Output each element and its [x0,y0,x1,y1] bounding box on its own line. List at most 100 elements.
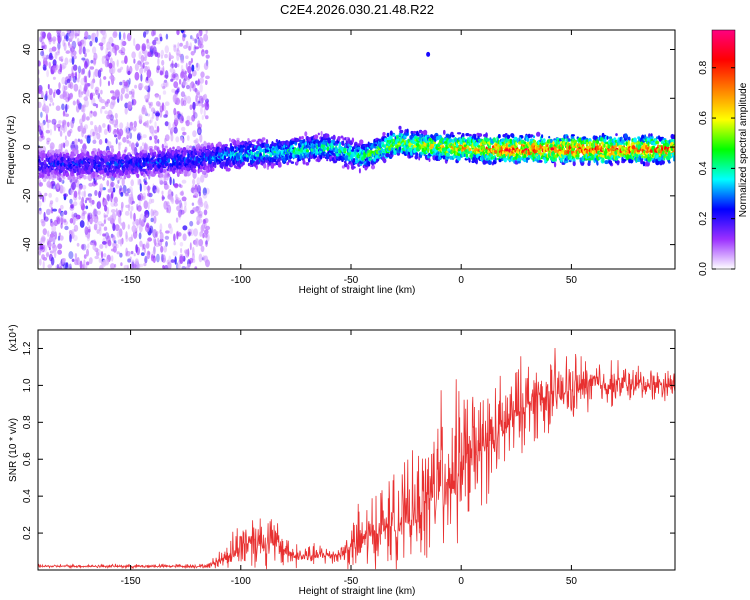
spectrogram-cell [506,134,511,139]
spectrogram-cell [216,161,220,165]
spectrogram-cell [202,219,206,224]
spectrogram-cell [180,30,185,34]
spectrogram-cell [185,55,189,59]
spectrogram-cell [89,214,95,220]
spectrogram-cell [42,261,45,269]
spectrogram-cell [64,262,69,269]
spectrogram-cell [147,152,150,158]
spectrogram-cell [160,245,164,253]
spectrogram-cell [53,219,59,227]
spectrogram-cell [103,128,108,135]
spectrogram-cell [176,52,180,61]
spectrogram-cell [96,229,100,234]
spectrogram-cell [143,262,147,267]
spectrogram-cell [182,34,187,38]
spectrogram-cell [290,161,295,164]
spectrogram-cell [58,120,62,124]
spectrogram-cell [195,90,201,96]
spectrogram-cell [98,42,104,47]
spectrogram-cell [114,112,118,119]
spectrogram-cell [167,172,170,176]
spectrogram-cell [146,186,151,191]
spectrogram-cell [60,186,66,194]
spectrogram-cell [110,152,113,156]
spectrogram-cell [60,222,63,229]
spectrogram-cell [48,37,53,42]
spectrogram-cell [192,101,196,110]
spectrogram-cell [182,131,187,136]
spectrogram-cell [153,135,158,140]
spectrogram-cell [330,151,334,155]
spectrogram-cell [123,264,129,269]
spectrogram-cell [61,62,67,69]
spectrogram-cell [46,140,50,145]
spectrogram-cell [261,137,266,141]
spectrogram-cell [99,264,104,269]
spectrogram-cell [98,223,102,232]
spectrogram-cell [83,148,86,154]
spectrogram-cell [95,103,99,109]
spectrogram-cell [119,175,123,180]
spectrogram-cell [57,243,63,250]
spectrogram-cell [174,62,178,69]
spectrogram-cell [124,210,130,216]
spectrogram-cell [87,228,91,233]
spectrogram-cell [86,248,89,257]
spectrogram-cell [133,253,136,257]
spectrogram-cell [45,113,49,123]
spectrogram-cell [115,184,119,189]
spectrogram-cell [105,54,110,61]
spectrogram-cell [164,45,169,54]
spectrogram-cell [154,37,159,42]
spectrogram-cell [120,201,124,209]
spectrogram-cell [82,38,87,48]
spectrogram-cell [596,160,599,166]
spectrogram-cell [206,152,210,158]
spectrogram-cell [39,122,45,127]
spectrogram-cell [130,142,135,151]
spectrogram-cell [68,44,73,49]
spectrogram-cell [92,111,97,117]
spectrogram-cell [120,47,126,54]
spectrogram-cell [112,187,116,193]
spectrogram-cell [118,49,123,54]
spectrogram-cell [138,83,143,91]
spectrogram-cell [102,259,107,267]
spectrogram-cell [173,241,176,246]
spectrogram-cell [154,138,158,144]
spectrogram-cell [90,121,94,126]
spectrogram-cell [180,59,185,64]
spectrogram-cell [109,188,113,193]
spectrogram-cell [146,69,152,78]
spectrogram-cell [147,237,153,242]
spectrogram-cell [73,212,78,218]
spectrogram-cell [43,244,48,253]
spectrogram-cell [228,137,232,142]
spectrogram-cell [131,99,134,106]
spectrogram-cell [84,83,88,92]
spectrogram-cell [115,118,119,126]
spectrogram-cell [127,264,129,269]
spectrogram-cell [63,85,68,91]
spectrogram-cell [137,263,141,269]
spectrogram-cell [81,57,86,61]
spectrogram-cell [201,51,206,57]
spectrogram-cell [60,55,64,62]
spectrogram-cell [185,145,190,151]
spectrogram-cell [176,159,179,165]
spectrogram-cell [49,103,52,107]
spectrogram-cell [171,88,176,93]
spectrogram-cell [144,177,147,180]
spectrogram-cell [157,187,160,194]
spectrogram-cell [61,103,65,111]
spectrogram-cell [508,148,511,153]
spectrogram-cell [97,69,102,78]
spectrogram-cell [132,221,135,226]
spectrogram-cell [81,212,86,220]
spectrogram-cell [58,208,62,214]
spectrogram-cell [139,168,143,172]
spectrogram-cell [126,121,129,131]
spectrogram-cell [566,135,569,139]
spectrogram-cell [199,168,203,173]
spectrogram-cell [92,46,97,55]
